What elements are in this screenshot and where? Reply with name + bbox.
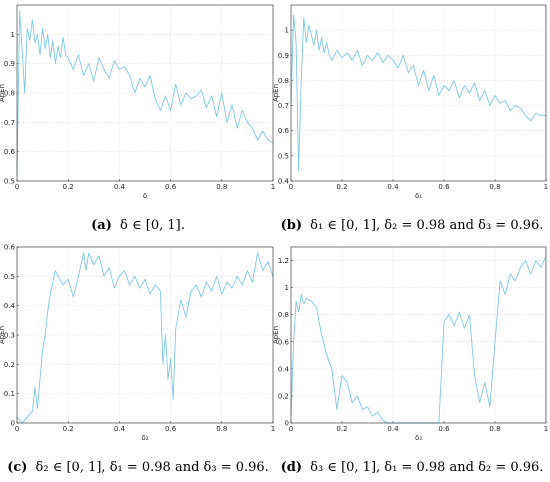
y-tick-label: 0.1 <box>4 390 15 398</box>
y-tick-label: 0.6 <box>278 127 290 135</box>
x-tick-label: 1 <box>544 425 548 433</box>
x-tick-label: 0.8 <box>489 425 500 433</box>
y-tick-label: 0.6 <box>4 244 16 252</box>
caption-tag: (b) <box>281 218 302 233</box>
y-tick-label: 0.5 <box>4 178 15 186</box>
y-tick-label: 0.6 <box>4 148 16 156</box>
x-tick-label: 0.6 <box>438 425 450 433</box>
y-tick-label: 0.8 <box>278 311 289 319</box>
y-tick-label: 0.9 <box>4 60 15 68</box>
caption-text: δ ∈ [0, 1]. <box>120 218 185 233</box>
y-tick-label: 0.4 <box>278 365 290 373</box>
series-line <box>290 256 547 424</box>
y-tick-label: 0.4 <box>4 302 16 310</box>
caption-a: (a) δ ∈ [0, 1]. <box>91 218 185 233</box>
y-axis-label: ApEn <box>272 84 280 102</box>
y-tick-label: 0.5 <box>278 152 289 160</box>
caption-tag: (c) <box>7 460 27 475</box>
x-axis-label: δ₃ <box>415 434 422 442</box>
y-tick-label: 0.8 <box>278 77 289 85</box>
caption-d: (d) δ₃ ∈ [0, 1], δ₁ = 0.98 and δ₂ = 0.96… <box>281 460 544 475</box>
x-tick-label: 1 <box>271 183 275 191</box>
y-axis-label: ApEn <box>272 326 280 344</box>
x-tick-label: 0.8 <box>489 183 500 191</box>
x-tick-label: 0 <box>289 183 293 191</box>
x-tick-label: 0.4 <box>114 183 126 191</box>
x-tick-label: 1 <box>271 425 275 433</box>
caption-c: (c) δ₂ ∈ [0, 1], δ₁ = 0.98 and δ₃ = 0.96… <box>7 460 269 475</box>
series-line <box>290 14 546 172</box>
x-axis-label: δ₁ <box>415 192 422 200</box>
y-tick-label: 0 <box>11 420 15 428</box>
y-tick-label: 0.7 <box>278 102 289 110</box>
x-tick-label: 0 <box>15 183 19 191</box>
y-tick-label: 0.8 <box>4 90 15 98</box>
plot-frame <box>290 4 547 182</box>
caption-tag: (d) <box>281 460 302 475</box>
y-axis-label: ApEn <box>0 84 6 102</box>
x-tick-label: 0.8 <box>216 183 227 191</box>
x-tick-label: 0 <box>15 425 19 433</box>
x-tick-label: 0.4 <box>114 425 126 433</box>
x-tick-label: 0.4 <box>387 183 399 191</box>
series-line <box>16 10 274 176</box>
x-tick-label: 0 <box>289 425 293 433</box>
panel-a: 0 0.2 0.4 0.6 0.8 1 0.5 0.6 0.7 0.8 0.9 1 δ ApEn <box>0 4 275 200</box>
y-tick-label: 0.6 <box>278 338 290 346</box>
x-axis-label: δ₂ <box>141 434 148 442</box>
panel-c: 0 0.2 0.4 0.6 0.8 1 0 0.1 0.2 0.3 0.4 0.5 0.6 δ₂ ApEn <box>0 244 275 443</box>
y-tick-label: 0.4 <box>278 178 290 186</box>
y-tick-label: 0.7 <box>4 119 15 127</box>
caption-tag: (a) <box>91 218 112 233</box>
caption-text: δ₁ ∈ [0, 1], δ₂ = 0.98 and δ₃ = 0.96. <box>310 218 543 233</box>
y-tick-label: 1 <box>11 31 15 39</box>
y-axis-label: ApEn <box>0 326 6 344</box>
x-tick-label: 0.8 <box>216 425 227 433</box>
y-tick-label: 0.5 <box>4 273 15 281</box>
x-tick-label: 0.2 <box>63 183 74 191</box>
x-tick-label: 0.6 <box>438 183 450 191</box>
plot-frame <box>16 246 274 424</box>
x-axis-label: δ <box>143 192 147 200</box>
caption-text: δ₃ ∈ [0, 1], δ₁ = 0.98 and δ₂ = 0.96. <box>310 460 543 475</box>
panel-d: 0 0.2 0.4 0.6 0.8 1 0 0.2 0.4 0.6 0.8 1 1.2 δ₃ ApEn <box>272 246 548 442</box>
caption-b: (b) δ₁ ∈ [0, 1], δ₂ = 0.98 and δ₃ = 0.96… <box>281 218 544 233</box>
y-tick-label: 1 <box>285 284 289 292</box>
x-tick-label: 0.6 <box>165 425 177 433</box>
x-tick-label: 1 <box>544 183 548 191</box>
x-tick-label: 0.4 <box>387 425 399 433</box>
x-tick-label: 0.2 <box>336 183 347 191</box>
x-tick-label: 0.6 <box>165 183 177 191</box>
series-line <box>16 252 274 424</box>
y-tick-label: 0.3 <box>4 332 15 340</box>
y-tick-label: 1.2 <box>278 257 289 265</box>
y-tick-label: 0.2 <box>4 361 15 369</box>
x-tick-label: 0.2 <box>336 425 347 433</box>
y-tick-label: 0.2 <box>278 392 289 400</box>
plot-frame <box>16 4 274 182</box>
y-tick-label: 1 <box>285 27 289 35</box>
plot-frame <box>290 246 547 424</box>
caption-text: δ₂ ∈ [0, 1], δ₁ = 0.98 and δ₃ = 0.96. <box>36 460 269 475</box>
x-tick-label: 0.2 <box>63 425 74 433</box>
y-tick-label: 0.9 <box>278 52 289 60</box>
y-tick-label: 0 <box>285 420 289 428</box>
